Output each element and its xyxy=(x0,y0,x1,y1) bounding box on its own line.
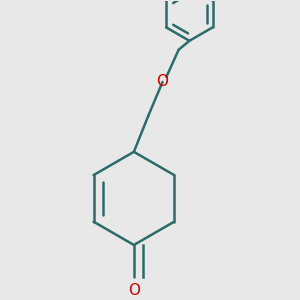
Text: O: O xyxy=(157,74,169,89)
Text: O: O xyxy=(128,283,140,298)
